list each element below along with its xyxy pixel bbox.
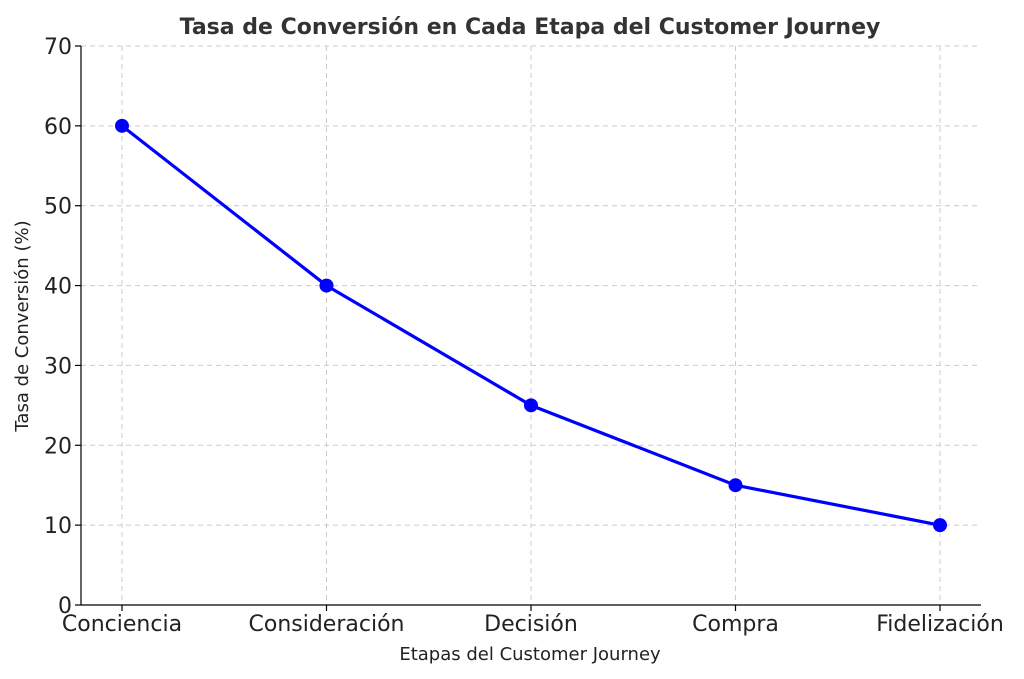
y-tick-label: 60: [44, 115, 72, 140]
y-tick-label: 70: [44, 35, 72, 60]
x-tick-label: Consideración: [249, 612, 405, 637]
series-layer: [115, 118, 947, 533]
y-axis-label: Tasa de Conversión (%): [12, 220, 33, 432]
y-axis-ticks: 0 10 20 30 40 50 60 70: [44, 35, 81, 619]
y-tick-label: 0: [58, 594, 72, 619]
x-tick-label: Conciencia: [62, 612, 182, 637]
x-tick-label: Compra: [692, 612, 779, 637]
data-point: [524, 398, 538, 413]
x-tick-label: Decisión: [484, 612, 578, 637]
x-axis-label: Etapas del Customer Journey: [399, 644, 661, 665]
chart-title: Tasa de Conversión en Cada Etapa del Cus…: [180, 15, 881, 40]
y-tick-label: 50: [44, 195, 72, 220]
data-point: [319, 278, 334, 293]
y-tick-label: 10: [44, 514, 72, 539]
data-point: [933, 518, 947, 533]
x-axis-ticks: Conciencia Consideración Decisión Compra Fid…: [62, 605, 1004, 637]
grid-lines: [81, 45, 981, 606]
x-tick-label: Fidelización: [876, 612, 1004, 637]
y-tick-label: 20: [44, 434, 72, 459]
y-tick-label: 30: [44, 354, 72, 379]
data-point: [728, 478, 743, 493]
y-tick-label: 40: [44, 275, 72, 300]
data-point: [115, 118, 129, 133]
